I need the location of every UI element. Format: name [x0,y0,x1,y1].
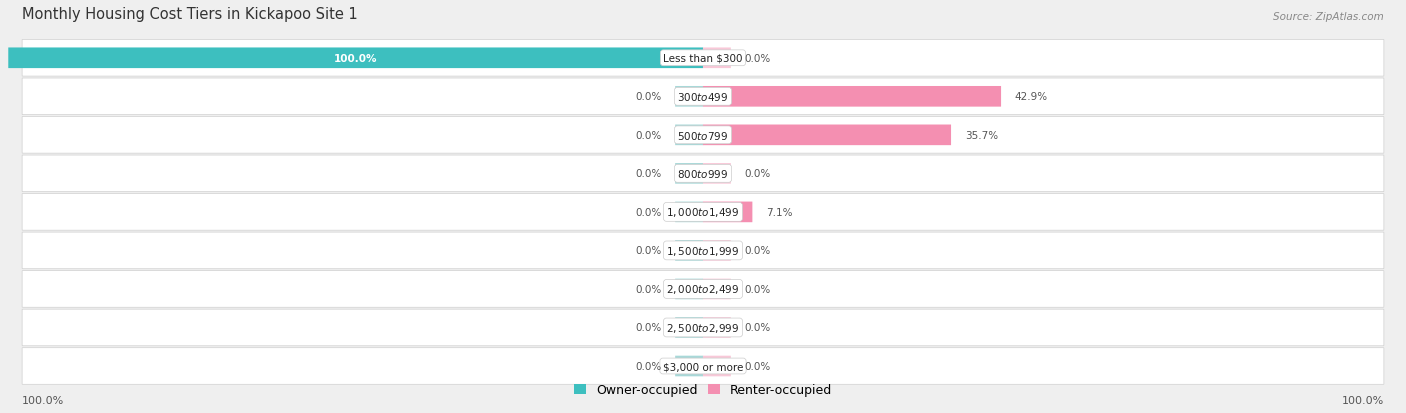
Text: $1,000 to $1,499: $1,000 to $1,499 [666,206,740,219]
Text: $800 to $999: $800 to $999 [678,168,728,180]
Text: Source: ZipAtlas.com: Source: ZipAtlas.com [1272,12,1384,22]
FancyBboxPatch shape [703,240,731,261]
FancyBboxPatch shape [703,87,1001,107]
FancyBboxPatch shape [703,164,731,184]
Text: 35.7%: 35.7% [965,131,998,140]
FancyBboxPatch shape [675,202,703,223]
Text: 0.0%: 0.0% [636,169,661,179]
FancyBboxPatch shape [675,279,703,299]
Text: 100.0%: 100.0% [333,54,377,64]
FancyBboxPatch shape [22,156,1384,192]
Text: 0.0%: 0.0% [636,246,661,256]
Text: 0.0%: 0.0% [636,323,661,332]
Text: 0.0%: 0.0% [745,54,770,64]
Text: $1,500 to $1,999: $1,500 to $1,999 [666,244,740,257]
FancyBboxPatch shape [22,117,1384,154]
Text: $2,000 to $2,499: $2,000 to $2,499 [666,283,740,296]
FancyBboxPatch shape [675,125,703,146]
FancyBboxPatch shape [22,194,1384,230]
Text: $300 to $499: $300 to $499 [678,91,728,103]
FancyBboxPatch shape [8,48,703,69]
Text: 0.0%: 0.0% [745,323,770,332]
Text: Monthly Housing Cost Tiers in Kickapoo Site 1: Monthly Housing Cost Tiers in Kickapoo S… [22,7,359,22]
FancyBboxPatch shape [22,271,1384,308]
FancyBboxPatch shape [703,48,731,69]
FancyBboxPatch shape [675,317,703,338]
FancyBboxPatch shape [22,348,1384,385]
Text: $500 to $799: $500 to $799 [678,130,728,142]
FancyBboxPatch shape [675,87,703,107]
Text: 0.0%: 0.0% [745,169,770,179]
Legend: Owner-occupied, Renter-occupied: Owner-occupied, Renter-occupied [568,378,838,401]
Text: 42.9%: 42.9% [1015,92,1047,102]
Text: 0.0%: 0.0% [636,92,661,102]
Text: 0.0%: 0.0% [745,361,770,371]
Text: 100.0%: 100.0% [22,395,65,405]
FancyBboxPatch shape [675,164,703,184]
Text: 0.0%: 0.0% [636,361,661,371]
FancyBboxPatch shape [22,79,1384,115]
Text: 0.0%: 0.0% [636,284,661,294]
FancyBboxPatch shape [703,356,731,376]
Text: 0.0%: 0.0% [745,284,770,294]
Text: $3,000 or more: $3,000 or more [662,361,744,371]
FancyBboxPatch shape [675,240,703,261]
FancyBboxPatch shape [703,279,731,299]
Text: Less than $300: Less than $300 [664,54,742,64]
Text: 0.0%: 0.0% [636,207,661,217]
FancyBboxPatch shape [22,233,1384,269]
FancyBboxPatch shape [22,309,1384,346]
FancyBboxPatch shape [22,40,1384,77]
Text: 0.0%: 0.0% [636,131,661,140]
FancyBboxPatch shape [703,202,752,223]
Text: 0.0%: 0.0% [745,246,770,256]
FancyBboxPatch shape [675,356,703,376]
Text: 7.1%: 7.1% [766,207,793,217]
FancyBboxPatch shape [703,317,731,338]
FancyBboxPatch shape [703,125,950,146]
Text: $2,500 to $2,999: $2,500 to $2,999 [666,321,740,334]
Text: 100.0%: 100.0% [1341,395,1384,405]
